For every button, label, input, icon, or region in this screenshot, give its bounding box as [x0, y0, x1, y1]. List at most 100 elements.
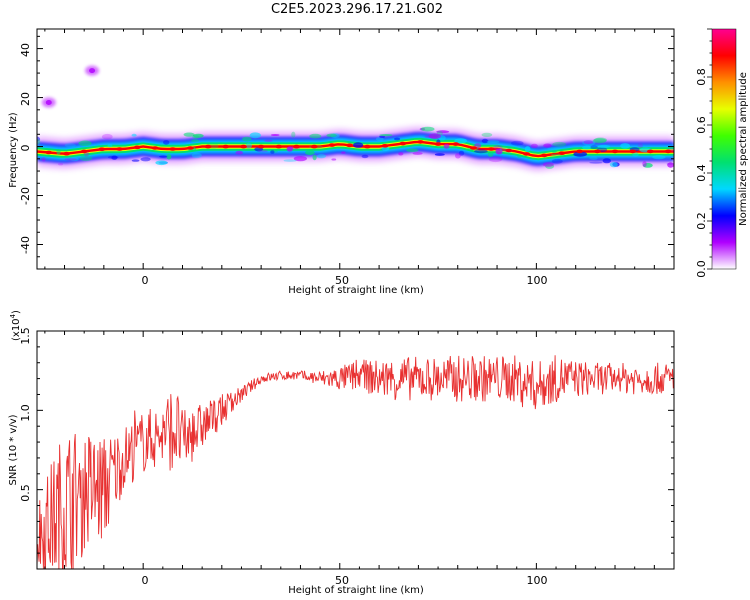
- heat-speckle: [312, 154, 317, 161]
- heat-speckle: [458, 150, 465, 156]
- heat-core-bead: [204, 144, 212, 149]
- snr-tick-marks: [37, 330, 675, 569]
- heat-speckle: [235, 150, 243, 155]
- heat-speckle: [412, 152, 423, 155]
- spectrogram-tick-marks: [37, 29, 675, 270]
- heat-speckle: [293, 156, 307, 162]
- heat-speckle: [286, 146, 293, 152]
- heat-core-bead: [169, 147, 177, 151]
- snr-panel: 0 50 100 Height of straight line (km) 1.…: [8, 310, 675, 596]
- heat-speckle: [642, 161, 647, 167]
- heat-core-bead: [45, 150, 53, 155]
- heat-speckle: [361, 154, 369, 159]
- heat-speckle: [488, 156, 503, 163]
- heat-speckle: [56, 148, 61, 155]
- heat-speckle: [542, 162, 554, 167]
- heat-core-red: [37, 140, 674, 158]
- heat-core-bead: [416, 140, 424, 144]
- snr-ytick-0.5: 0.5: [19, 484, 32, 502]
- heat-speckle: [305, 150, 315, 156]
- spectrogram-frame: [36, 28, 675, 270]
- spectrogram-ylabel: Frequency (Hz): [8, 112, 19, 188]
- heat-core-bead: [523, 152, 530, 156]
- heat-speckle: [316, 154, 327, 159]
- heat-speckle: [58, 163, 64, 166]
- snr-ytick-1.5: 1.5: [19, 327, 32, 345]
- heat-speckle: [107, 144, 113, 148]
- colorbar-tick-marks: [707, 28, 712, 270]
- heat-core-bead: [293, 144, 300, 149]
- heat-speckle: [589, 156, 598, 160]
- heat-speckle: [592, 138, 607, 144]
- heat-speckle: [455, 153, 461, 159]
- heat-core-bead: [151, 146, 159, 150]
- snr-xtick-0: 0: [142, 574, 149, 587]
- heat-speckle: [493, 145, 503, 151]
- heat-speckle: [495, 148, 503, 155]
- heat-speckle: [249, 132, 261, 139]
- page-title: C2E5.2023.296.17.21.G02: [270, 2, 444, 17]
- heat-speckle: [481, 138, 489, 144]
- heat-speckle: [241, 148, 255, 151]
- heat-speckle: [242, 136, 252, 142]
- heat-core-bead: [186, 146, 194, 150]
- heat-speckle: [331, 158, 337, 161]
- heat-speckle: [428, 133, 441, 139]
- heat-speckle: [530, 143, 538, 149]
- colorbar-label: Normalized spectral amplitude: [738, 72, 749, 226]
- heat-speckle: [454, 138, 468, 144]
- heat-speckle: [64, 143, 76, 148]
- heat-speckle: [589, 161, 603, 164]
- heat-speckle: [582, 140, 596, 146]
- heat-speckle: [69, 157, 79, 162]
- heat-speckle: [547, 147, 561, 151]
- heat-speckle: [353, 142, 364, 148]
- heat-speckle: [667, 162, 674, 168]
- heat-core-bead: [133, 145, 141, 150]
- heat-speckle: [131, 159, 140, 162]
- heat-speckle: [140, 157, 151, 162]
- heat-core-bead: [434, 142, 442, 146]
- heat-speckle: [101, 133, 113, 140]
- heat-speckle: [326, 133, 337, 138]
- spectrogram-ytick-0: 0: [19, 145, 32, 152]
- snr-xtick-50: 50: [335, 574, 349, 587]
- colorbar-tick-0.2: 0.2: [695, 212, 708, 230]
- heat-core-bead: [363, 144, 371, 149]
- heat-speckle: [163, 140, 170, 145]
- heat-core-bead: [646, 149, 654, 154]
- heat-core-bead: [80, 149, 88, 154]
- heat-speckle: [78, 140, 92, 147]
- heat-core-bead: [399, 141, 407, 146]
- heat-core-bead: [629, 149, 637, 154]
- heat-speckle: [632, 152, 639, 157]
- heat-speckle: [264, 139, 273, 142]
- heat-speckle: [79, 155, 93, 162]
- heat-core-bead: [116, 147, 124, 151]
- heat-core-bead: [452, 142, 460, 146]
- spectrogram-xtick-100: 100: [527, 274, 548, 287]
- spectrogram-heatmap: [37, 65, 674, 171]
- heat-speckle: [159, 155, 168, 158]
- heat-band-green: [37, 137, 674, 161]
- heat-core-bead: [239, 144, 247, 149]
- heat-speckle: [434, 153, 445, 156]
- spectrogram-xlabel: Height of straight line (km): [288, 285, 424, 296]
- spectrogram-ytick-neg20: -20: [19, 187, 32, 205]
- heat-core-bead: [328, 143, 336, 147]
- colorbar: 0.0 0.2 0.4 0.6 0.8 Normalized spectral …: [695, 28, 749, 278]
- heat-core-bead: [611, 149, 619, 154]
- snr-series-line: [37, 355, 674, 569]
- heat-speckle: [652, 155, 666, 160]
- heat-speckle: [406, 148, 419, 152]
- heat-core-bead: [664, 149, 672, 154]
- heat-core-bead: [540, 153, 548, 158]
- snr-xtick-100: 100: [527, 574, 548, 587]
- heat-speckle: [524, 146, 531, 152]
- heat-core-bead: [310, 144, 318, 149]
- heat-speckle: [443, 143, 450, 149]
- heat-speckle: [183, 132, 195, 137]
- spectrogram-ytick-neg40: -40: [19, 236, 32, 254]
- snr-ytick-1.0: 1.0: [19, 404, 32, 422]
